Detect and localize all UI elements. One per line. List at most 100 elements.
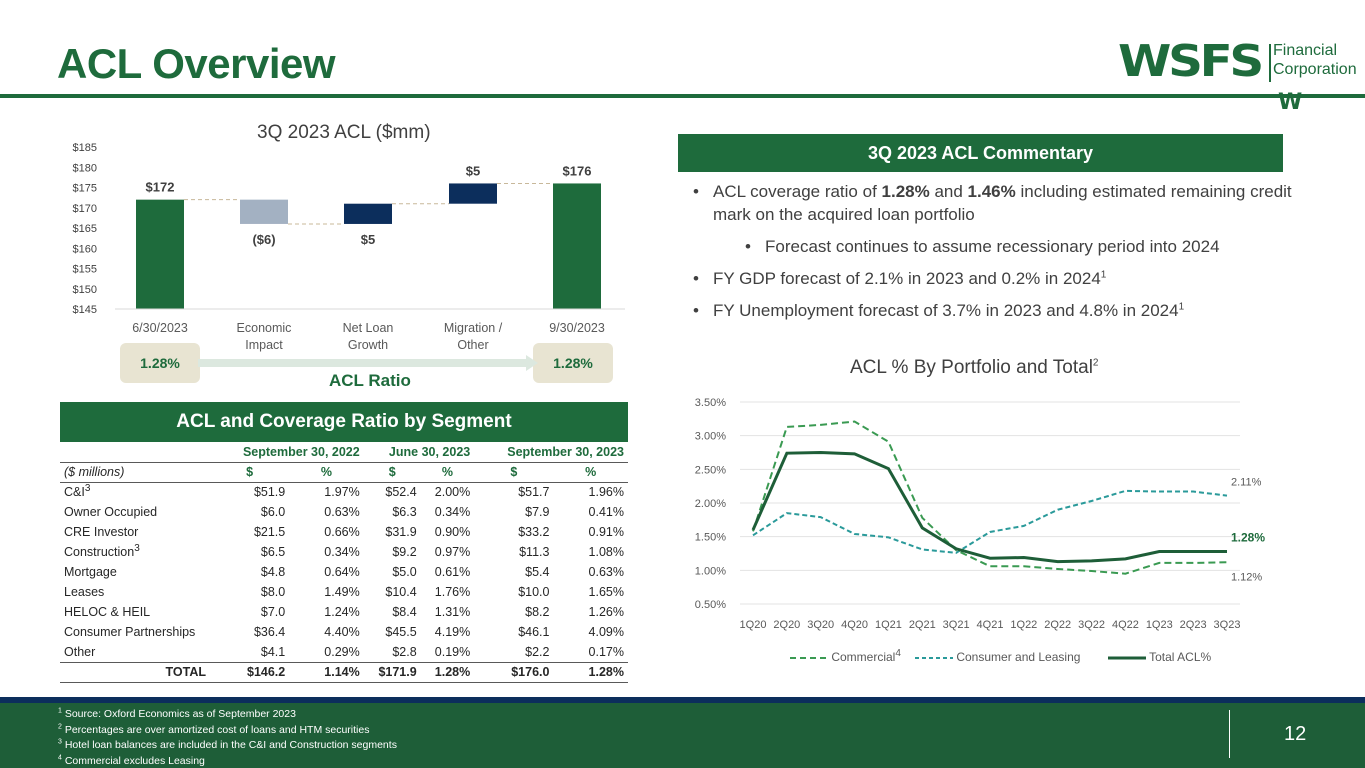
x-tick-label: 2Q21	[909, 619, 936, 631]
x-tick-label: Impact	[245, 338, 283, 352]
x-tick-label: Migration /	[444, 321, 503, 335]
table-cell: 0.97%	[434, 545, 471, 559]
x-tick-label: 9/30/2023	[549, 321, 605, 335]
table-cell: 1.08%	[588, 545, 624, 559]
table-row: Mortgage $4.8 0.64% $5.0 0.61% $5.4 0.63%	[60, 562, 628, 582]
x-tick-label: Growth	[348, 338, 388, 352]
commentary-bullet-2: Forecast continues to assume recessionar…	[745, 235, 1293, 258]
logo-line2: Corporation	[1273, 61, 1357, 78]
period-header: September 30, 2022	[210, 442, 364, 463]
segment-label: Consumer Partnerships	[64, 625, 196, 639]
table-cell: $8.4	[392, 605, 417, 619]
table-cell: 0.34%	[324, 545, 360, 559]
table-row: Other $4.1 0.29% $2.8 0.19% $2.2 0.17%	[60, 642, 628, 662]
table-row: HELOC & HEIL $7.0 1.24% $8.4 1.31% $8.2 1.26%	[60, 602, 628, 622]
y-tick-label: $150	[73, 284, 97, 296]
table-cell: $8.0	[260, 585, 286, 599]
y-tick-label: 0.50%	[695, 599, 726, 611]
table-cell: 0.90%	[434, 525, 471, 539]
x-tick-label: Economic	[237, 321, 292, 335]
logo-wordmark: WSFS	[1118, 36, 1264, 87]
waterfall-bar	[449, 183, 497, 204]
y-tick-label: $165	[73, 223, 97, 235]
table-cell: 1.65%	[588, 585, 624, 599]
table-row: Consumer Partnerships $36.4 4.40% $45.5 4.19…	[60, 622, 628, 642]
commentary-list: ACL coverage ratio of 1.28% and 1.46% in…	[693, 180, 1293, 331]
table-cell: $51.7	[518, 485, 550, 500]
bar-value-label: $172	[146, 180, 175, 195]
col-pct: %	[289, 462, 364, 483]
x-tick-label: 4Q20	[841, 619, 868, 631]
x-tick-label: 4Q22	[1112, 619, 1139, 631]
table-cell: $6.5	[260, 545, 286, 559]
y-tick-label: 1.00%	[695, 565, 726, 577]
footnote: 1 Source: Oxford Economics as of Septemb…	[58, 707, 296, 721]
bar-value-label: ($6)	[252, 232, 275, 247]
portfolio-line-chart: 0.50% 1.00% 1.50% 2.00% 2.50% 3.00% 3.50% 1Q20 2…	[695, 397, 1265, 631]
table-row: CRE Investor $21.5 0.66% $31.9 0.90% $33.2 0.9…	[60, 522, 628, 542]
table-cell: $46.1	[518, 625, 550, 639]
segment-label: CRE Investor	[64, 525, 139, 539]
table-cell: 1.26%	[588, 605, 624, 619]
x-tick-label: 6/30/2023	[132, 321, 188, 335]
table-units-row: ($ millions) $ % $ % $ %	[60, 462, 628, 483]
table-cell: 0.29%	[324, 644, 360, 659]
table-cell: $4.8	[260, 565, 286, 579]
table-total-row: TOTAL $146.2 1.14% $171.9 1.28% $176.0 1…	[60, 661, 628, 683]
table-cell: 1.97%	[324, 485, 360, 500]
table-cell: $52.4	[385, 485, 417, 500]
waterfall-title: 3Q 2023 ACL ($mm)	[257, 122, 431, 143]
table-cell: $45.5	[385, 625, 417, 639]
table-cell: $9.2	[392, 545, 417, 559]
segment-label: Construction3	[64, 542, 140, 559]
table-cell: $36.4	[253, 625, 286, 639]
table-cell: $8.2	[525, 605, 550, 619]
table-cell: 0.63%	[324, 505, 360, 519]
table-cell: 4.19%	[434, 625, 471, 639]
logo-line1: Financial	[1273, 42, 1338, 59]
legend-consumer: Consumer and Leasing	[915, 650, 1080, 664]
table-cell: $146.2	[210, 661, 290, 683]
segment-label: Other	[64, 644, 96, 659]
table-cell: $33.2	[518, 525, 550, 539]
table-cell: 1.28%	[420, 661, 475, 683]
table-row: C&I3 $51.9 1.97% $52.4 2.00% $51.7 1.96%	[60, 482, 628, 502]
x-tick-label: 1Q22	[1010, 619, 1037, 631]
segment-label: Owner Occupied	[64, 505, 158, 519]
bar-value-label: $5	[466, 163, 480, 178]
y-tick-label: $180	[73, 162, 97, 174]
total-label: TOTAL	[60, 661, 210, 683]
table-cell: 1.76%	[434, 585, 471, 599]
ratio-end-badge: 1.28%	[533, 343, 613, 383]
col-dollar: $	[210, 462, 290, 483]
commentary-header: 3Q 2023 ACL Commentary	[678, 134, 1283, 172]
x-tick-label: 4Q21	[977, 619, 1004, 631]
y-tick-label: 3.50%	[695, 397, 726, 409]
table-cell: $6.0	[260, 505, 286, 519]
x-tick-label: 3Q22	[1078, 619, 1105, 631]
series-end-label: 1.28%	[1231, 530, 1265, 544]
table-cell: $6.3	[392, 505, 417, 519]
legend-commercial: Commercial4	[790, 649, 901, 664]
table-row: Owner Occupied $6.0 0.63% $6.3 0.34% $7.9 0.41…	[60, 502, 628, 522]
logo-divider	[1269, 44, 1271, 82]
footnotes: 1 Source: Oxford Economics as of Septemb…	[58, 707, 397, 768]
y-tick-label: $160	[73, 243, 97, 255]
table-cell: $21.5	[253, 525, 286, 539]
x-tick-label: 2Q20	[773, 619, 800, 631]
x-tick-label: 3Q21	[943, 619, 970, 631]
x-tick-label: 1Q20	[740, 619, 767, 631]
table-cell: 1.49%	[324, 585, 360, 599]
title-rule	[0, 94, 1365, 98]
table-header: ACL and Coverage Ratio by Segment	[60, 402, 628, 442]
col-dollar: $	[363, 462, 421, 483]
y-tick-label: $185	[73, 142, 97, 154]
commentary-bullet-1: ACL coverage ratio of 1.28% and 1.46% in…	[693, 180, 1293, 226]
period-blank	[60, 442, 210, 463]
y-tick-label: 2.50%	[695, 464, 726, 476]
table-cell: 0.61%	[434, 565, 471, 579]
page-number: 12	[1284, 723, 1307, 745]
table-cell: $7.9	[525, 505, 550, 519]
period-header: June 30, 2023	[363, 442, 475, 463]
y-tick-label: 1.50%	[695, 532, 726, 544]
